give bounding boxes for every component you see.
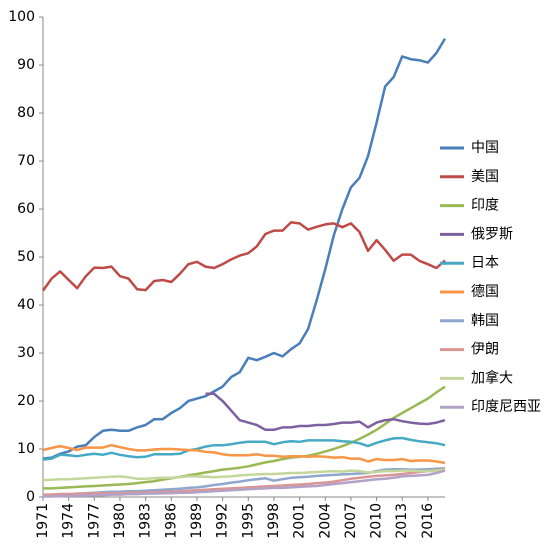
series-line [42, 436, 446, 461]
legend-label: 日本 [471, 255, 499, 271]
x-tick-label: 1992 [215, 503, 231, 539]
x-tick-label: 1986 [163, 503, 179, 539]
series-line [43, 467, 446, 496]
legend-label: 韩国 [471, 313, 499, 329]
legend-label: 伊朗 [471, 342, 499, 358]
x-tick-label: 1998 [266, 503, 282, 539]
y-tick-label: 90 [17, 57, 35, 73]
x-tick-label: 1974 [61, 503, 77, 539]
x-tick-label: 1980 [112, 503, 128, 539]
y-tick-label: 40 [17, 297, 35, 313]
x-tick-label: 2001 [292, 503, 308, 539]
legend-label: 印度尼西亚 [471, 399, 541, 415]
x-tick-label: 2013 [394, 503, 410, 539]
x-tick-label: 1989 [189, 503, 205, 539]
x-tick-label: 1995 [240, 503, 256, 539]
y-tick-label: 10 [17, 441, 35, 457]
legend-label: 俄罗斯 [471, 226, 513, 242]
x-tick-label: 1971 [35, 503, 51, 539]
series-line [42, 468, 446, 482]
legend-label: 美国 [471, 169, 499, 185]
y-tick-label: 80 [17, 105, 35, 121]
legend-label: 印度 [471, 198, 499, 214]
legend-label: 德国 [471, 284, 499, 300]
legend-label: 加拿大 [471, 369, 513, 386]
y-tick-label: 100 [8, 9, 35, 25]
x-tick-label: 2016 [420, 503, 436, 539]
legend-label: 中国 [471, 140, 499, 156]
y-tick-label: 0 [26, 489, 35, 505]
series-line [43, 469, 446, 498]
y-tick-label: 20 [17, 393, 35, 409]
y-tick-label: 50 [17, 249, 35, 265]
series-line [42, 37, 447, 460]
x-tick-label: 1977 [86, 503, 102, 539]
x-tick-label: 2004 [317, 503, 333, 539]
series-line [41, 221, 446, 292]
x-tick-label: 2007 [343, 503, 359, 539]
y-tick-label: 60 [17, 201, 35, 217]
series-line [205, 392, 446, 432]
x-tick-label: 2010 [369, 503, 385, 539]
y-tick-label: 30 [17, 345, 35, 361]
series-line [42, 443, 446, 465]
x-tick-label: 1983 [138, 503, 154, 539]
series-line [43, 385, 446, 490]
y-tick-label: 70 [17, 153, 35, 169]
